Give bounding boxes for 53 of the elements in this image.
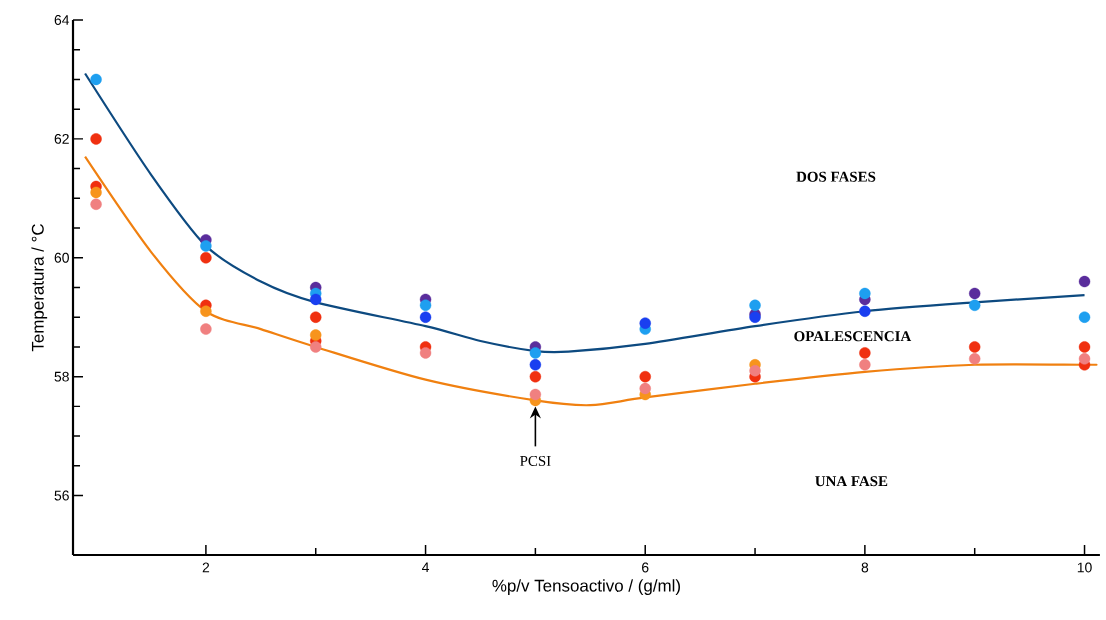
y-tick-label: 62 — [54, 133, 69, 144]
point — [969, 353, 981, 365]
annotation: PCSI — [520, 455, 551, 466]
point — [310, 293, 322, 306]
y-tick-label: 60 — [54, 252, 69, 263]
y-tick-label: 56 — [54, 490, 69, 501]
point — [969, 341, 981, 353]
point — [529, 370, 542, 383]
point — [90, 73, 102, 86]
x-tick-label: 10 — [1077, 562, 1092, 573]
point — [1078, 341, 1091, 353]
annotation: DOS FASES — [796, 171, 876, 182]
point — [310, 341, 322, 353]
point — [1078, 275, 1091, 288]
y-tick-label: 58 — [54, 371, 69, 382]
point — [969, 299, 981, 312]
point — [200, 323, 212, 335]
point — [200, 252, 212, 264]
point — [200, 240, 212, 252]
point — [200, 305, 212, 317]
point — [529, 359, 542, 371]
point — [90, 198, 102, 210]
point — [859, 359, 871, 371]
point — [859, 287, 871, 300]
point — [859, 347, 871, 359]
x-tick-label: 8 — [861, 562, 869, 573]
line-series — [83, 155, 1097, 407]
point — [529, 388, 542, 401]
y-axis-title: Temperatura / °C — [31, 224, 48, 352]
point — [639, 370, 651, 383]
annotation: UNA FASE — [815, 476, 888, 487]
point — [90, 186, 102, 199]
point — [419, 299, 432, 312]
point — [969, 287, 981, 300]
point — [90, 133, 102, 145]
x-tick-label: 6 — [642, 562, 649, 573]
point — [419, 347, 432, 359]
y-tick-label: 64 — [54, 15, 70, 25]
x-tick-label: 2 — [202, 562, 210, 573]
point — [529, 347, 542, 359]
point — [310, 329, 322, 341]
annotation: OPALESCENCIA — [794, 331, 912, 342]
point — [310, 311, 322, 323]
point — [639, 317, 651, 329]
x-axis-title: %p/v Tensoactivo / (g/ml) — [492, 579, 680, 596]
point — [1078, 311, 1091, 323]
x-tick-label: 4 — [421, 562, 430, 573]
point — [419, 311, 432, 323]
point — [749, 299, 761, 312]
point — [859, 305, 871, 317]
point — [639, 382, 651, 395]
point — [1078, 353, 1091, 365]
point — [749, 365, 761, 377]
